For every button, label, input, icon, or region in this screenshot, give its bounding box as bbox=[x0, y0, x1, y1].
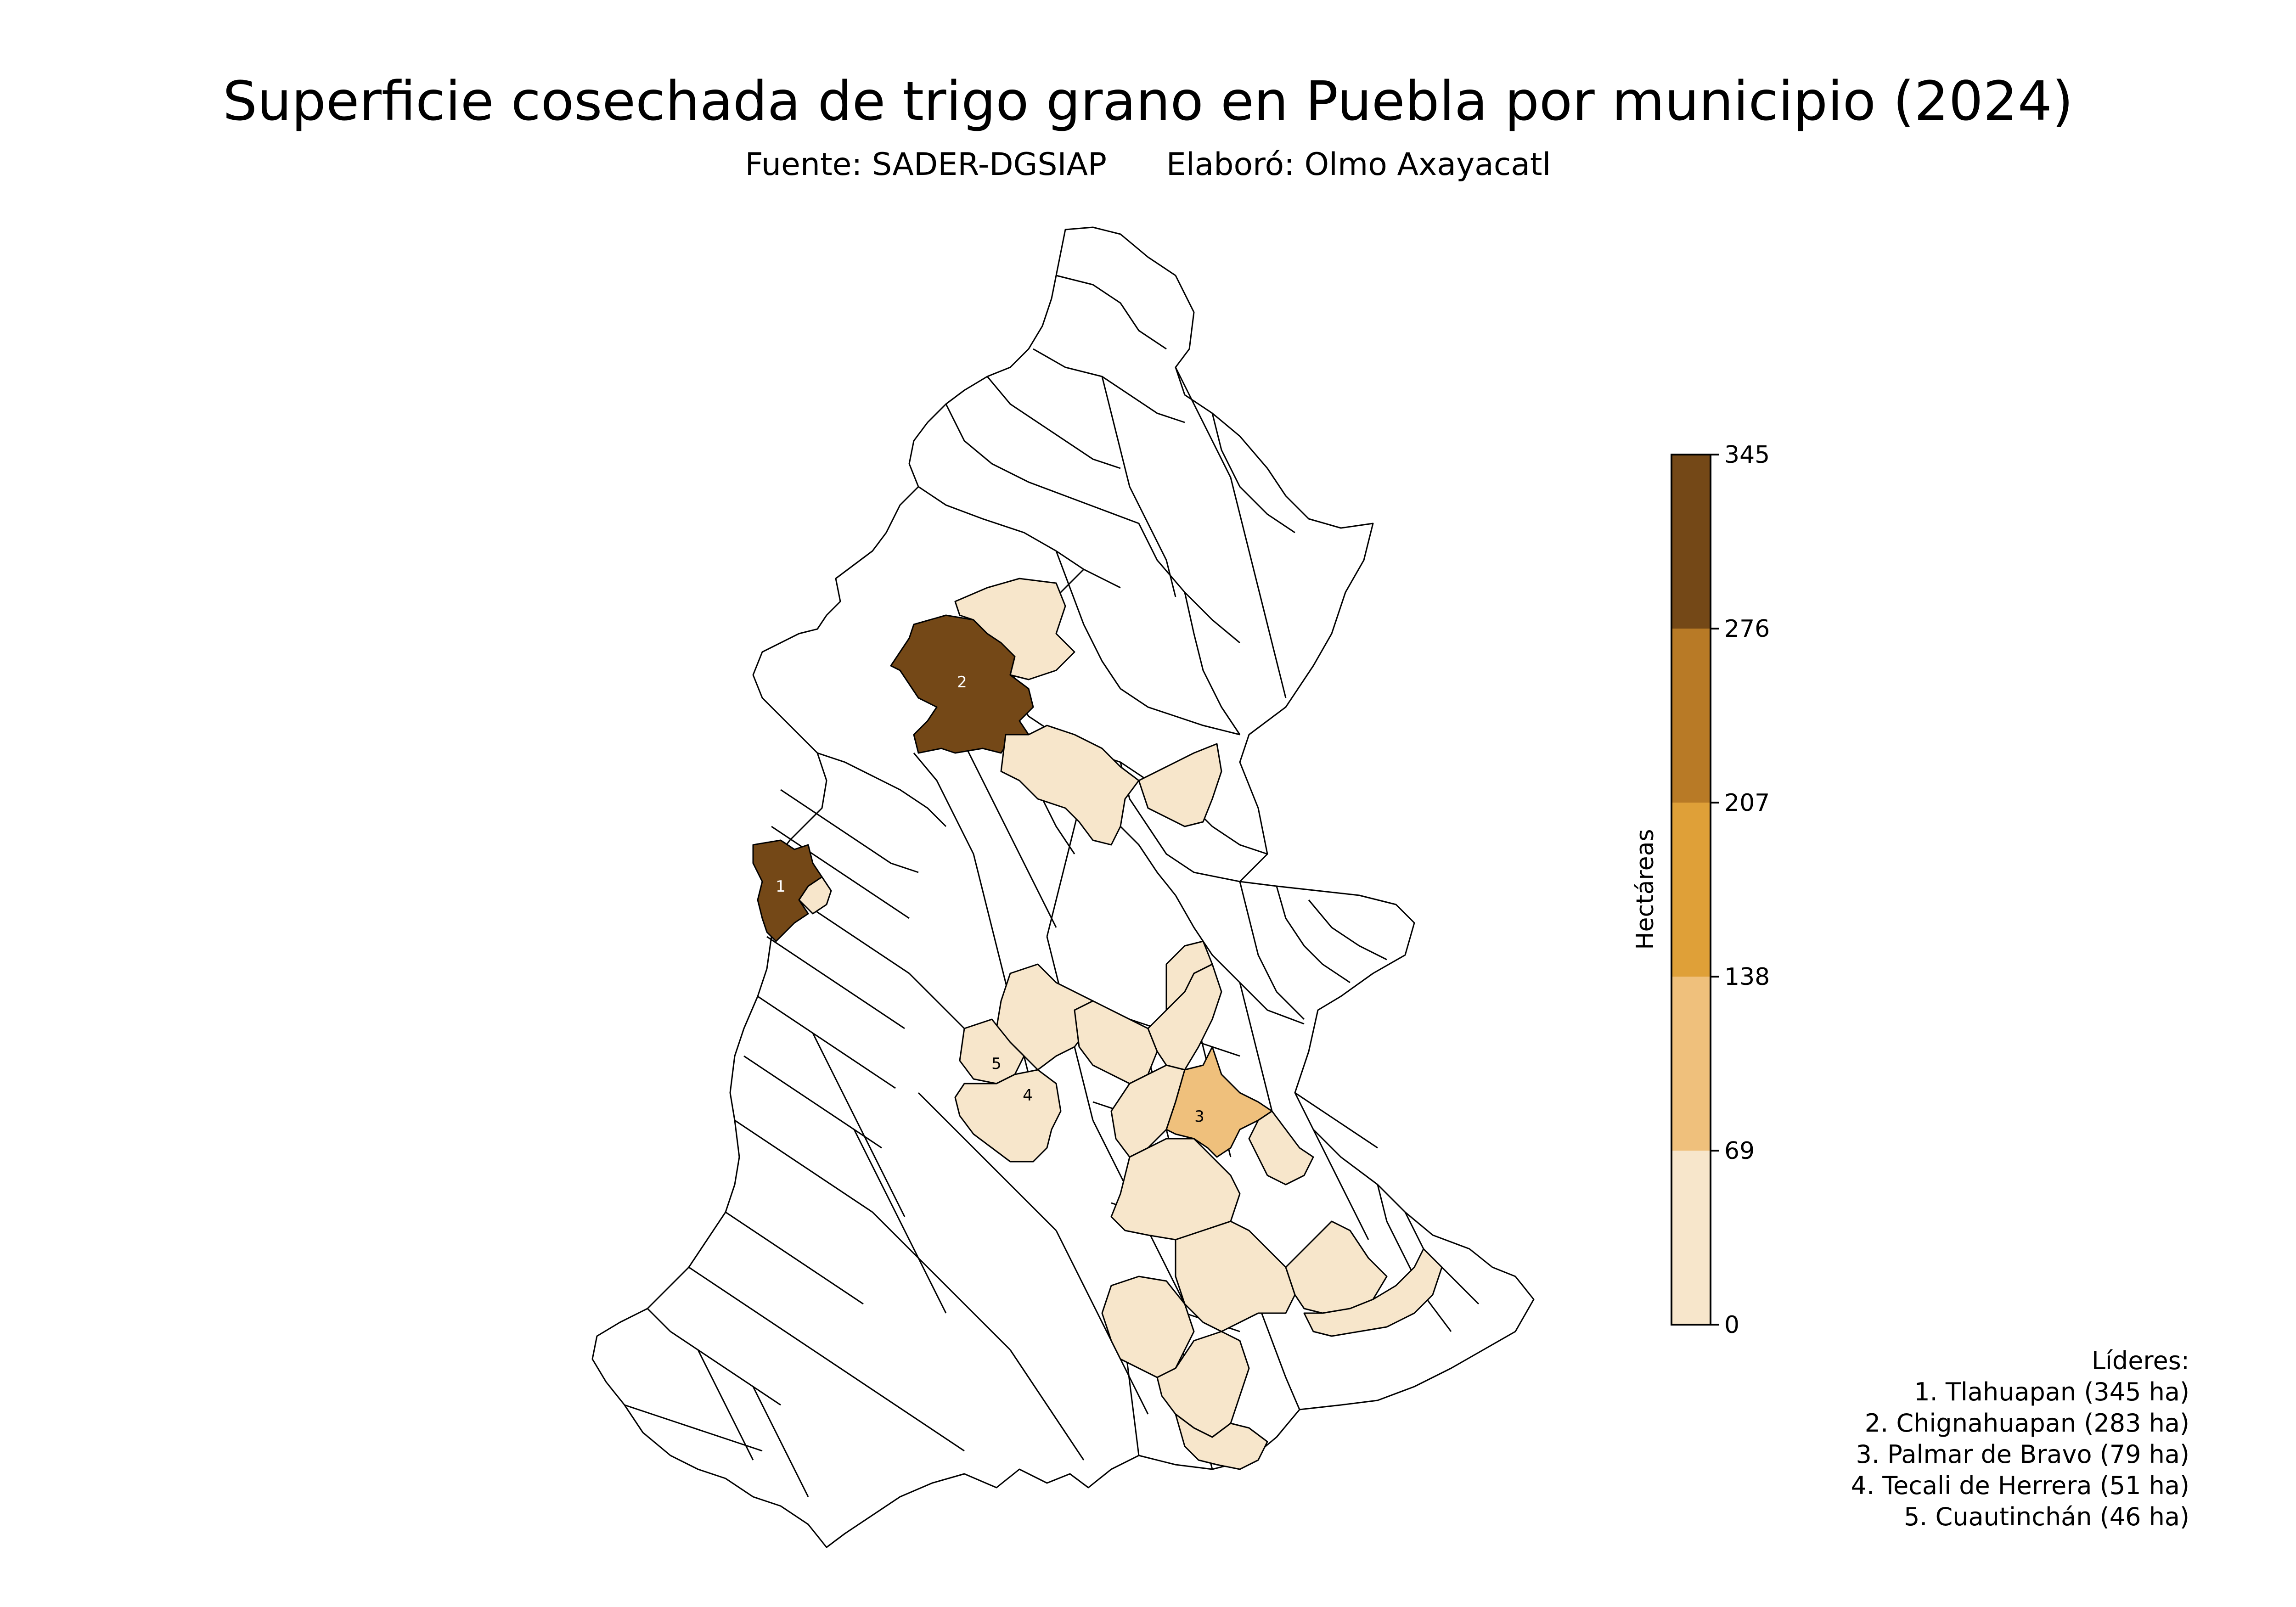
map-title: Superficie cosechada de trigo grano en P… bbox=[223, 69, 2073, 133]
map-subtitle: Fuente: SADER-DGSIAP Elaboró: Olmo Axaya… bbox=[745, 146, 1551, 183]
rank-label-4: 4 bbox=[1023, 1086, 1033, 1105]
colorbar-tick-label: 0 bbox=[1724, 1311, 1739, 1339]
leaders-heading: Líderes: bbox=[2091, 1346, 2189, 1375]
municipality-light-c bbox=[1138, 743, 1222, 827]
municipality-palmar-de-bravo bbox=[1165, 1046, 1273, 1158]
rank-label-2: 2 bbox=[957, 673, 967, 691]
municipality-tlahuapan bbox=[752, 839, 823, 942]
colorbar-bin bbox=[1671, 1151, 1711, 1325]
colorbar-bin bbox=[1671, 977, 1711, 1151]
municipality-tecali bbox=[954, 1069, 1062, 1163]
leader-item: 3. Palmar de Bravo (79 ha) bbox=[1856, 1440, 2189, 1469]
municipality-light-f bbox=[1074, 1000, 1158, 1084]
colorbar: 0 69 138 207 276 345 Hectáreas bbox=[1632, 441, 1770, 1339]
colorbar-label: Hectáreas bbox=[1632, 829, 1659, 950]
municipality-light-a bbox=[954, 578, 1075, 680]
state-outline-group bbox=[591, 226, 1535, 1548]
municipality-light-d bbox=[798, 876, 832, 915]
rank-label-5: 5 bbox=[991, 1055, 1002, 1073]
colored-municipalities bbox=[752, 578, 1443, 1470]
rank-label-1: 1 bbox=[776, 877, 786, 896]
municipality-light-b bbox=[1000, 725, 1140, 846]
leaders-list: Líderes: 1. Tlahuapan (345 ha) 2. Chigna… bbox=[1851, 1345, 2189, 1533]
municipality-light-l bbox=[1285, 1220, 1388, 1314]
colorbar-tick-label: 138 bbox=[1724, 963, 1770, 991]
colorbar-bin bbox=[1671, 455, 1711, 629]
colorbar-bin bbox=[1671, 629, 1711, 803]
municipality-light-m bbox=[1303, 1248, 1443, 1337]
leader-item: 4. Tecali de Herrera (51 ha) bbox=[1851, 1471, 2189, 1500]
colorbar-tick-label: 207 bbox=[1724, 789, 1770, 817]
colorbar-tick-label: 276 bbox=[1724, 615, 1770, 643]
rank-label-3: 3 bbox=[1194, 1107, 1204, 1126]
municipality-light-k bbox=[1175, 1220, 1296, 1332]
colorbar-tick-label: 69 bbox=[1724, 1137, 1755, 1165]
municipality-light-p bbox=[1175, 1413, 1268, 1470]
colorbar-tick-label: 345 bbox=[1724, 441, 1770, 469]
municipality-light-h bbox=[1165, 940, 1213, 1011]
leader-item: 5. Cuautinchán (46 ha) bbox=[1903, 1502, 2189, 1531]
leader-item: 2. Chignahuapan (283 ha) bbox=[1864, 1409, 2189, 1438]
municipality-light-q bbox=[1248, 1110, 1314, 1186]
colorbar-frame bbox=[1671, 454, 1711, 1326]
leader-item: 1. Tlahuapan (345 ha) bbox=[1914, 1377, 2189, 1406]
rank-labels: 1 2 3 4 5 bbox=[776, 673, 1204, 1126]
colorbar-bin bbox=[1671, 803, 1711, 977]
state-outline bbox=[591, 226, 1535, 1548]
